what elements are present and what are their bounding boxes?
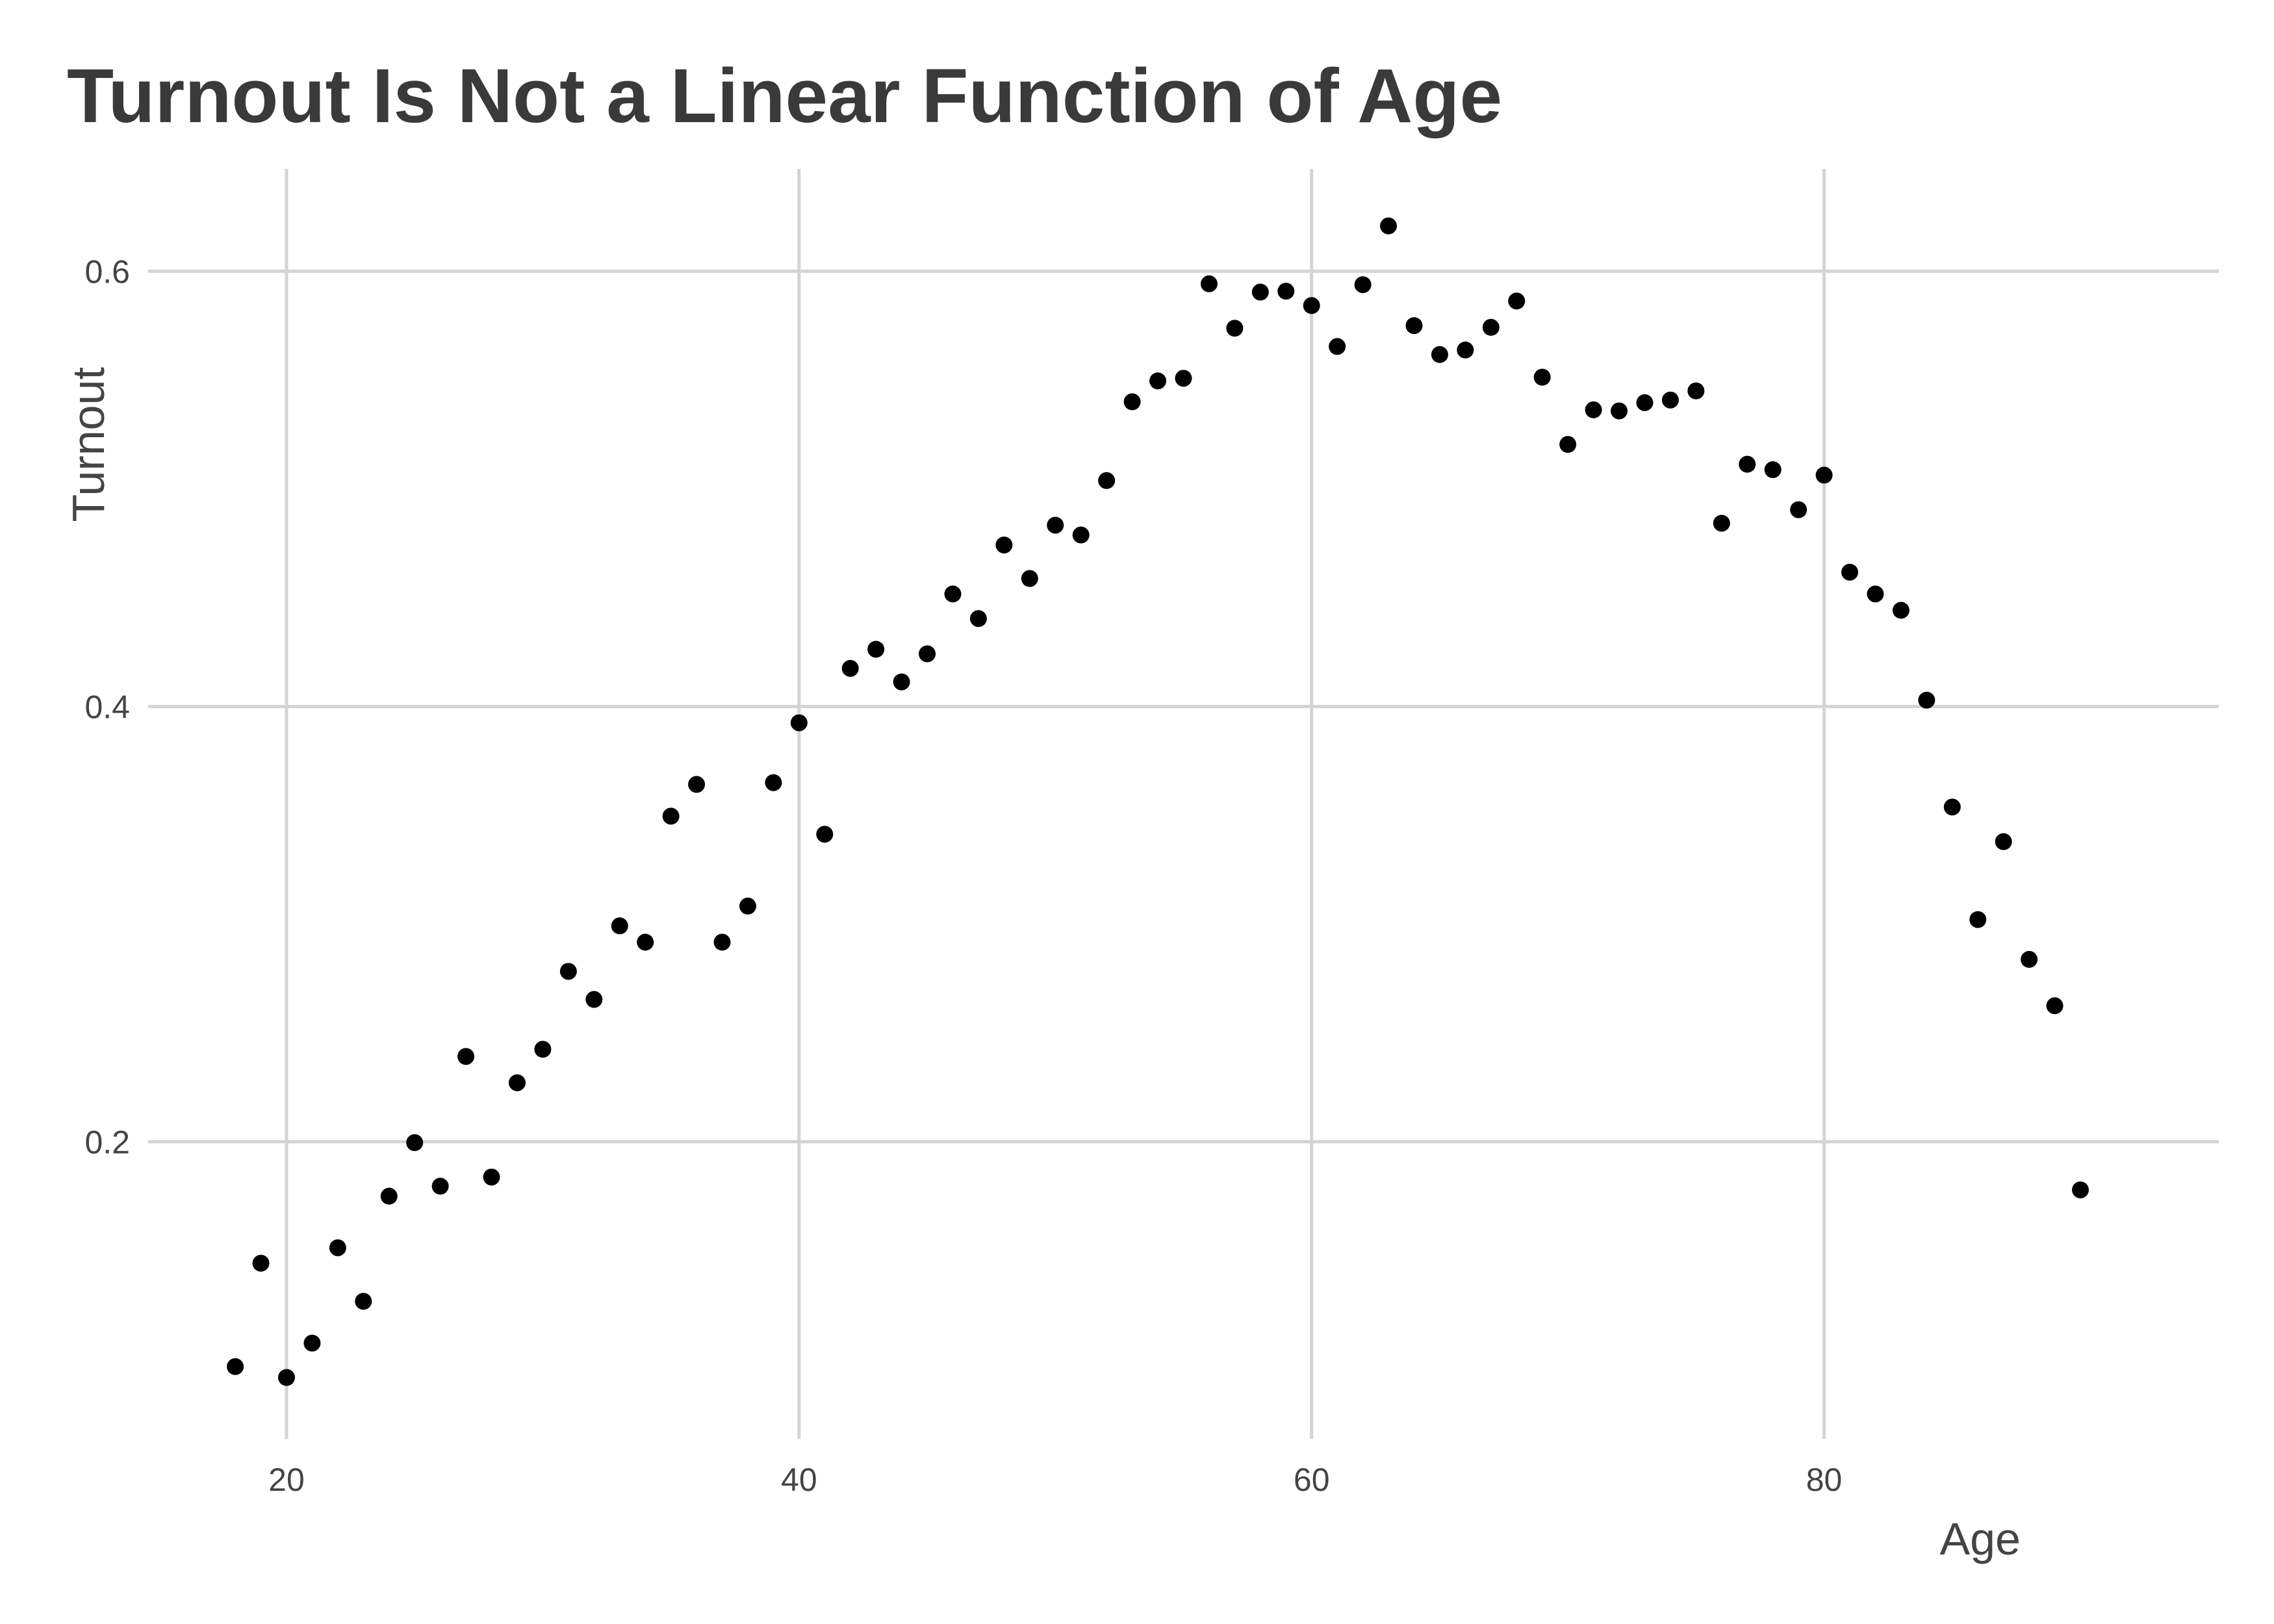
chart-title: Turnout Is Not a Linear Function of Age xyxy=(67,53,1503,139)
data-point xyxy=(534,1041,552,1058)
data-point xyxy=(1405,317,1423,335)
data-point xyxy=(1969,911,1987,928)
data-point xyxy=(1226,320,1244,337)
data-point xyxy=(637,933,654,951)
data-point xyxy=(688,776,706,793)
x-tick-label: 80 xyxy=(1806,1462,1843,1498)
data-point xyxy=(995,536,1013,553)
data-point xyxy=(355,1293,372,1310)
data-point xyxy=(1251,283,1269,301)
data-point xyxy=(893,673,910,691)
x-tick-label: 40 xyxy=(781,1462,817,1498)
data-point xyxy=(790,714,808,731)
data-point xyxy=(1277,283,1295,300)
data-point xyxy=(2046,997,2063,1015)
data-point xyxy=(1303,297,1320,314)
y-tick-label: 0.4 xyxy=(84,689,130,726)
data-point xyxy=(1457,341,1474,359)
data-point xyxy=(585,991,603,1008)
x-tick-label: 60 xyxy=(1294,1462,1330,1498)
data-point xyxy=(1739,455,1756,473)
data-point xyxy=(483,1168,500,1186)
data-point xyxy=(1713,514,1730,532)
data-point xyxy=(1815,466,1833,484)
data-point xyxy=(1508,292,1526,310)
data-point xyxy=(303,1334,321,1352)
data-point xyxy=(944,585,962,603)
data-point xyxy=(1867,585,1884,603)
data-point xyxy=(1559,436,1577,453)
data-point xyxy=(1175,370,1192,387)
data-point xyxy=(227,1358,244,1375)
data-point xyxy=(713,933,731,951)
data-point xyxy=(406,1134,424,1152)
x-axis-label: Age xyxy=(1939,1514,2021,1564)
data-point xyxy=(1047,516,1064,534)
data-point xyxy=(1329,338,1346,355)
data-point xyxy=(1636,394,1654,411)
data-point xyxy=(816,826,834,843)
data-point xyxy=(1687,382,1705,400)
grid xyxy=(148,169,2219,1439)
data-point xyxy=(1764,461,1782,479)
data-point xyxy=(1354,276,1372,294)
data-point xyxy=(919,645,936,663)
data-point xyxy=(1380,217,1398,235)
data-point xyxy=(457,1048,475,1065)
data-point xyxy=(1995,833,2012,850)
data-point xyxy=(431,1178,449,1195)
data-point xyxy=(1585,401,1602,418)
data-point xyxy=(611,917,628,935)
data-point xyxy=(1123,393,1141,411)
data-point xyxy=(1149,372,1167,390)
data-point xyxy=(329,1239,346,1256)
data-point xyxy=(1072,526,1090,544)
data-point xyxy=(1098,472,1116,489)
data-point xyxy=(559,963,577,980)
data-point xyxy=(765,774,782,791)
data-point xyxy=(662,807,680,825)
data-point xyxy=(1200,275,1218,292)
data-point xyxy=(380,1187,398,1205)
y-tick-label: 0.2 xyxy=(84,1124,130,1161)
data-point xyxy=(1841,563,1859,581)
y-axis-label: Turnout xyxy=(63,367,114,522)
data-point xyxy=(508,1074,526,1091)
data-point xyxy=(1533,368,1551,386)
y-tick-label: 0.6 xyxy=(84,253,130,290)
data-point xyxy=(739,897,756,915)
data-point xyxy=(1918,691,1935,709)
data-point xyxy=(1943,798,1961,816)
data-point xyxy=(1790,501,1808,518)
data-point xyxy=(252,1254,270,1272)
data-point xyxy=(277,1369,295,1386)
data-point xyxy=(867,641,885,658)
data-point xyxy=(1431,346,1448,363)
data-point xyxy=(1021,570,1038,587)
x-tick-label: 20 xyxy=(268,1462,305,1498)
data-point xyxy=(1892,602,1910,619)
data-point xyxy=(969,610,987,628)
data-point xyxy=(1661,391,1679,409)
x-axis-ticks: 20 40 60 80 xyxy=(268,1462,1842,1498)
data-points xyxy=(227,217,2089,1386)
data-point xyxy=(2072,1181,2089,1199)
data-point xyxy=(1482,318,1500,336)
y-axis-ticks: 0.2 0.4 0.6 xyxy=(84,253,130,1160)
data-point xyxy=(1611,402,1628,420)
data-point xyxy=(841,659,859,677)
data-point xyxy=(2021,950,2038,968)
